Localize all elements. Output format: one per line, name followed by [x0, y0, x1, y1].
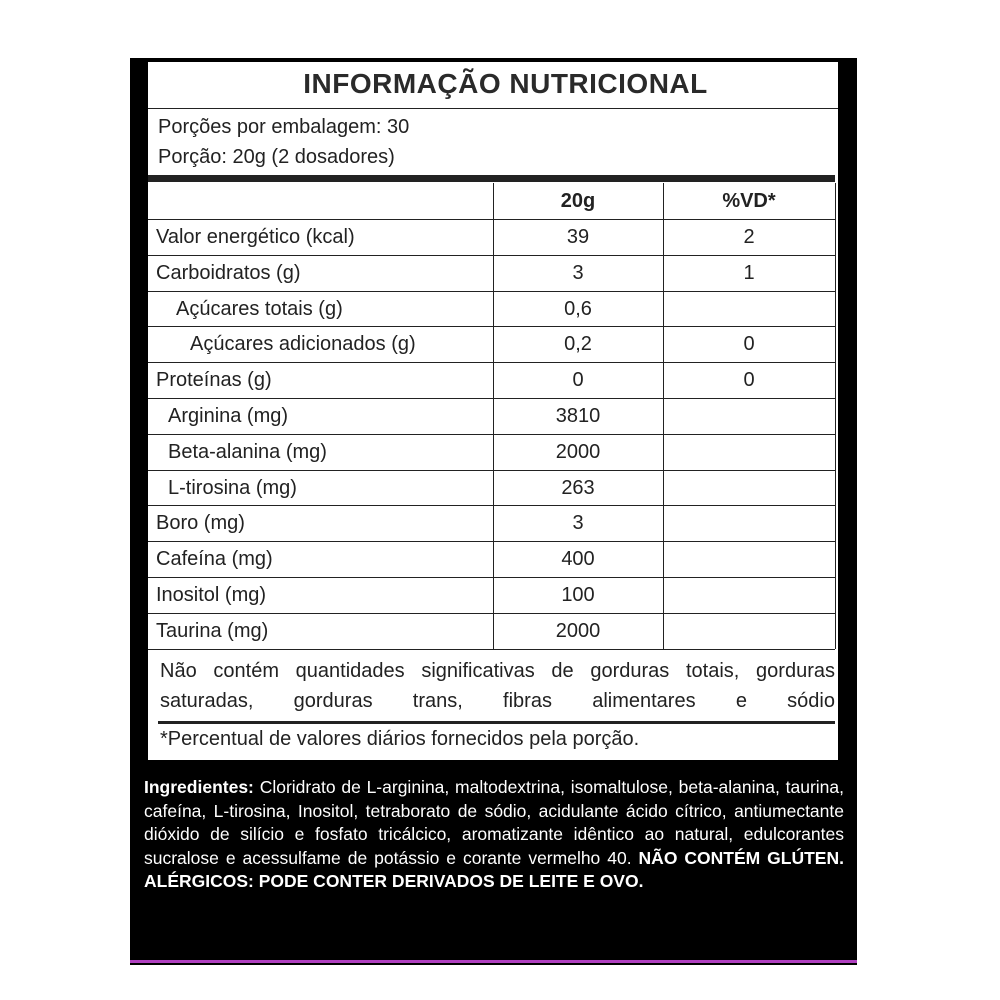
amount: 263	[561, 476, 595, 499]
nutrient-label: Boro (mg)	[156, 512, 245, 535]
daily-value: 0	[743, 369, 755, 392]
rule	[148, 254, 835, 256]
amount: 3810	[555, 405, 601, 427]
rule	[148, 577, 835, 578]
rule	[148, 326, 835, 328]
nutrient-label: Proteínas (g)	[156, 369, 272, 392]
amount: 2000	[555, 619, 601, 642]
rule	[148, 505, 835, 507]
amount: 0,6	[564, 297, 592, 320]
rule	[148, 362, 835, 364]
nutrient-label: L-tirosina (mg)	[168, 476, 297, 499]
serving-size: Porção: 20g (2 dosadores)	[158, 146, 395, 168]
rule	[148, 219, 835, 220]
rule	[148, 433, 835, 435]
rule	[148, 108, 838, 109]
rule	[148, 398, 835, 399]
allergen-warning: NÃO CONTÉM GLÚTEN. ALÉRGICOS: PODE CONTE…	[144, 847, 844, 892]
footnote: *Percentual de valores diários fornecido…	[160, 728, 640, 750]
column-header: %VD*	[722, 190, 776, 212]
ingredients: Ingredientes: Cloridrato de L-arginina, …	[144, 776, 844, 894]
amount: 0,2	[564, 333, 592, 356]
rule	[148, 290, 835, 292]
thick-rule	[148, 175, 835, 182]
rule	[148, 469, 835, 471]
nutrient-label: Taurina (mg)	[156, 619, 269, 642]
nutrient-label: Açúcares adicionados (g)	[190, 333, 416, 356]
rule	[148, 612, 835, 614]
nutrient-label: Valor energético (kcal)	[156, 226, 355, 248]
daily-value: 2	[743, 226, 755, 248]
column-divider	[663, 183, 664, 649]
rule	[148, 541, 835, 543]
title: INFORMAÇÃO NUTRICIONAL	[303, 68, 708, 99]
nutrient-label: Beta-alanina (mg)	[168, 440, 327, 463]
column-divider	[493, 183, 494, 649]
daily-value: 1	[743, 261, 755, 284]
rule	[158, 721, 835, 724]
nutrient-label: Inositol (mg)	[156, 584, 267, 606]
amount: 0	[572, 369, 584, 392]
rule	[148, 648, 835, 650]
ingredients-text: Cloridrato de L-arginina, maltodextrina,…	[144, 777, 844, 868]
ingredients-heading: Ingredientes:	[144, 777, 254, 797]
accent-line	[130, 960, 857, 963]
daily-value: 0	[743, 333, 755, 356]
nutrient-label: Carboidratos (g)	[156, 261, 301, 284]
column-header: 20g	[560, 190, 596, 212]
amount: 3	[572, 261, 584, 284]
amount: 2000	[555, 440, 601, 463]
nutrient-label: Cafeína (mg)	[156, 548, 273, 571]
amount: 39	[566, 226, 590, 248]
nutrient-label: Açúcares totais (g)	[176, 297, 343, 320]
nutrient-label: Arginina (mg)	[168, 405, 289, 427]
amount: 3	[572, 512, 584, 535]
servings: Porções por embalagem: 30	[158, 116, 410, 138]
amount: 400	[561, 548, 595, 571]
amount: 100	[561, 584, 595, 606]
note: Não contém quantidades significativas de…	[160, 660, 835, 712]
column-divider	[835, 183, 836, 649]
